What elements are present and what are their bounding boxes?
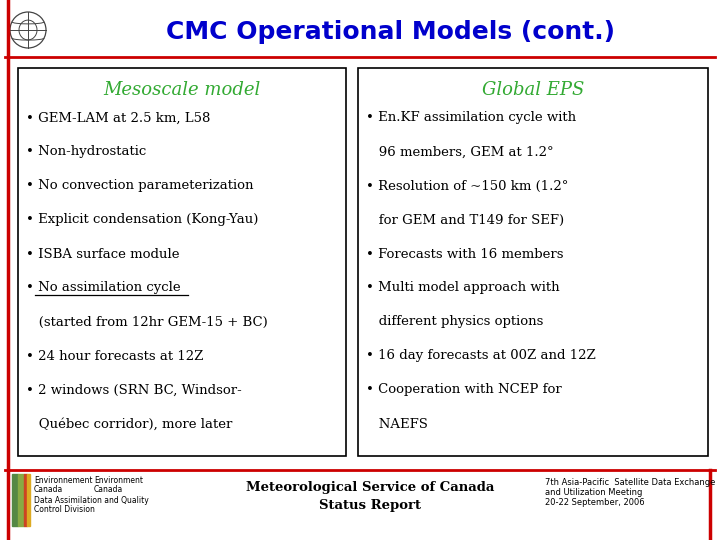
Text: • 24 hour forecasts at 12Z: • 24 hour forecasts at 12Z xyxy=(26,349,203,362)
Text: 20-22 September, 2006: 20-22 September, 2006 xyxy=(545,498,644,507)
Text: 96 members, GEM at 1.2°: 96 members, GEM at 1.2° xyxy=(366,145,554,159)
Text: for GEM and T149 for SEF): for GEM and T149 for SEF) xyxy=(366,213,564,226)
Text: • Cooperation with NCEP for: • Cooperation with NCEP for xyxy=(366,383,562,396)
Bar xyxy=(18,68,346,456)
Bar xyxy=(24,474,27,526)
Text: 7th Asia-Pacific  Satellite Data Exchange: 7th Asia-Pacific Satellite Data Exchange xyxy=(545,478,716,487)
Text: Meteorological Service of Canada: Meteorological Service of Canada xyxy=(246,482,494,495)
Text: Data Assimilation and Quality: Data Assimilation and Quality xyxy=(34,496,149,505)
Text: (started from 12hr GEM-15 + BC): (started from 12hr GEM-15 + BC) xyxy=(26,315,268,328)
Text: Environment: Environment xyxy=(94,476,143,485)
Text: Global EPS: Global EPS xyxy=(482,81,584,99)
Text: • Explicit condensation (Kong-Yau): • Explicit condensation (Kong-Yau) xyxy=(26,213,258,226)
Text: • Non-hydrostatic: • Non-hydrostatic xyxy=(26,145,146,159)
Text: Environnement: Environnement xyxy=(34,476,92,485)
Text: • Forecasts with 16 members: • Forecasts with 16 members xyxy=(366,247,564,260)
Bar xyxy=(18,474,24,526)
Text: and Utilization Meeting: and Utilization Meeting xyxy=(545,488,642,497)
Text: • Resolution of ~150 km (1.2°: • Resolution of ~150 km (1.2° xyxy=(366,179,568,192)
Bar xyxy=(27,474,30,526)
Text: • No assimilation cycle: • No assimilation cycle xyxy=(26,281,181,294)
Bar xyxy=(358,68,708,456)
Text: • En.KF assimilation cycle with: • En.KF assimilation cycle with xyxy=(366,111,576,125)
Text: • GEM-LAM at 2.5 km, L58: • GEM-LAM at 2.5 km, L58 xyxy=(26,111,210,125)
Text: • ISBA surface module: • ISBA surface module xyxy=(26,247,179,260)
Text: Canada: Canada xyxy=(94,485,123,494)
Text: NAEFS: NAEFS xyxy=(366,417,428,430)
Text: CMC Operational Models (cont.): CMC Operational Models (cont.) xyxy=(166,20,614,44)
Text: • Multi model approach with: • Multi model approach with xyxy=(366,281,559,294)
Text: • No convection parameterization: • No convection parameterization xyxy=(26,179,253,192)
Text: Status Report: Status Report xyxy=(319,500,421,512)
Text: Control Division: Control Division xyxy=(34,505,95,514)
Text: different physics options: different physics options xyxy=(366,315,544,328)
Text: • 16 day forecasts at 00Z and 12Z: • 16 day forecasts at 00Z and 12Z xyxy=(366,349,595,362)
Bar xyxy=(12,474,18,526)
Text: Canada: Canada xyxy=(34,485,63,494)
Text: • 2 windows (SRN BC, Windsor-: • 2 windows (SRN BC, Windsor- xyxy=(26,383,242,396)
Text: Québec corridor), more later: Québec corridor), more later xyxy=(26,417,233,430)
Text: Mesoscale model: Mesoscale model xyxy=(104,81,261,99)
